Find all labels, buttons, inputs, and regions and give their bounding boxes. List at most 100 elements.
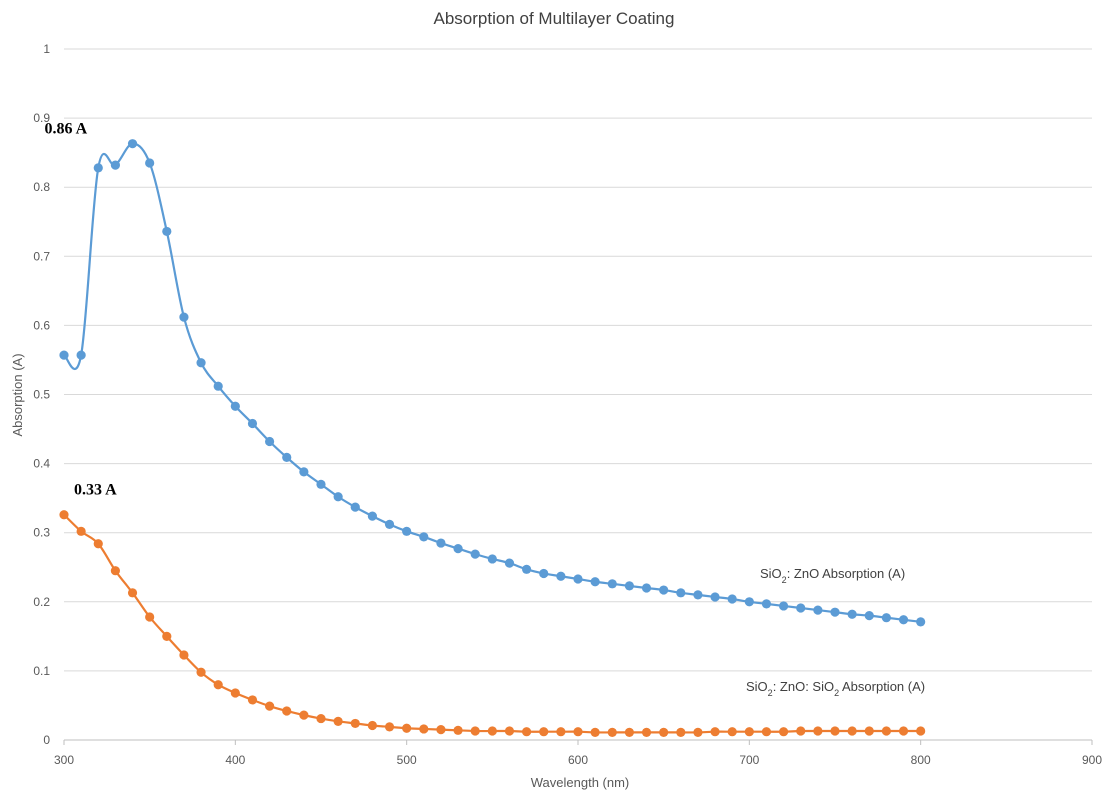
gridlines (64, 48, 1092, 672)
series-1-point (556, 571, 566, 581)
series-2-point (659, 727, 669, 737)
y-tick-label: 0.7 (33, 249, 50, 263)
series-1-point (196, 358, 206, 368)
series-2-point (676, 727, 686, 737)
y-tick-label: 0.9 (33, 111, 50, 125)
series-2-point (847, 726, 857, 736)
series-1-point (607, 579, 617, 589)
annotation-label: 0.86 A (45, 121, 88, 138)
series-1-point (898, 615, 909, 625)
series-2-point (247, 695, 258, 705)
series-2-point (779, 727, 789, 737)
series-2-point (127, 588, 138, 598)
series-1-point (744, 597, 754, 607)
x-tick-label: 600 (568, 753, 588, 767)
series-2-point (710, 727, 720, 737)
annotation-label: 0.33 A (74, 482, 117, 499)
series-1-point (59, 350, 69, 360)
series-2-point (504, 726, 515, 736)
series-2-point (813, 726, 823, 736)
series-2-point (316, 713, 326, 724)
series-2-point (265, 701, 275, 711)
series-2-point (607, 727, 617, 737)
series-2-point (162, 631, 172, 641)
series-1-point (265, 436, 275, 447)
series-1-point (402, 526, 412, 536)
series-1-point (504, 558, 515, 568)
y-tick-label: 0.2 (33, 595, 50, 609)
series-1-point (916, 617, 926, 627)
series-2-point (196, 667, 206, 677)
series-2-point (864, 726, 874, 736)
series-1 (59, 139, 926, 627)
y-tick-label: 0.8 (33, 180, 50, 194)
series-2-point (522, 727, 532, 737)
series-1-point (145, 158, 155, 168)
y-tick-label: 1 (43, 42, 50, 56)
x-tick-label: 800 (911, 753, 931, 767)
series-2-point (384, 722, 395, 732)
series-2-point (145, 612, 155, 622)
series-2-point (76, 526, 86, 536)
series-2-point (916, 726, 926, 736)
series-2-point (367, 720, 377, 731)
series-1-point (110, 160, 120, 170)
x-axis-title: Wavelength (nm) (531, 775, 630, 790)
series-2-point (453, 725, 463, 735)
series-2-point (727, 727, 737, 737)
series-1-line (62, 142, 921, 623)
series-1-point (384, 519, 395, 530)
series-2-point (641, 727, 652, 737)
series-2 (59, 510, 926, 737)
x-tick-label: 900 (1082, 753, 1102, 767)
series-1-point (830, 607, 840, 617)
series-2-point (744, 727, 754, 737)
series-2-line (63, 513, 921, 734)
x-tick-label: 400 (225, 753, 245, 767)
series-1-point (350, 502, 360, 512)
series-2-point (573, 727, 583, 737)
y-tick-label: 0.3 (33, 526, 50, 540)
series-1-point (539, 568, 549, 579)
series-2-point (487, 726, 497, 736)
series-2-point (556, 727, 566, 737)
series-1-point (813, 605, 823, 615)
series-1-point (127, 139, 138, 149)
series-2-point (761, 727, 772, 737)
series-2-point (830, 726, 840, 736)
series-2-point (419, 724, 429, 734)
series-1-point (727, 594, 737, 604)
series-2-point (110, 566, 120, 576)
series-1-point (676, 588, 686, 598)
series-1-point (624, 581, 635, 591)
series-1-point (93, 163, 103, 173)
y-tick-label: 0.4 (33, 457, 50, 471)
series-1-point (179, 312, 189, 322)
series-2-point (299, 710, 309, 720)
series-1-point (710, 592, 720, 602)
series-1-point (419, 532, 429, 542)
series-2-point (93, 539, 103, 549)
series-1-point (367, 511, 377, 521)
series-1-point (847, 609, 857, 619)
y-tick-label: 0.5 (33, 388, 50, 402)
series-1-point (796, 603, 806, 613)
chart-title: Absorption of Multilayer Coating (434, 9, 675, 28)
series-1-point (693, 590, 703, 600)
series-1-point (779, 601, 789, 611)
series-2-point (590, 727, 600, 737)
series-2-point (470, 726, 480, 736)
series-2-point (624, 727, 635, 737)
series-1-point (590, 577, 600, 587)
series-2-point (881, 726, 892, 736)
series-2-point (539, 727, 549, 737)
series-1-point (213, 381, 223, 391)
series-2-point (282, 706, 292, 716)
series-2-point (333, 716, 343, 726)
series-2-point (898, 726, 909, 736)
x-tick-label: 300 (54, 753, 74, 767)
x-tick-label: 500 (397, 753, 417, 767)
y-tick-label: 0.6 (33, 318, 50, 332)
series-1-point (76, 350, 86, 360)
